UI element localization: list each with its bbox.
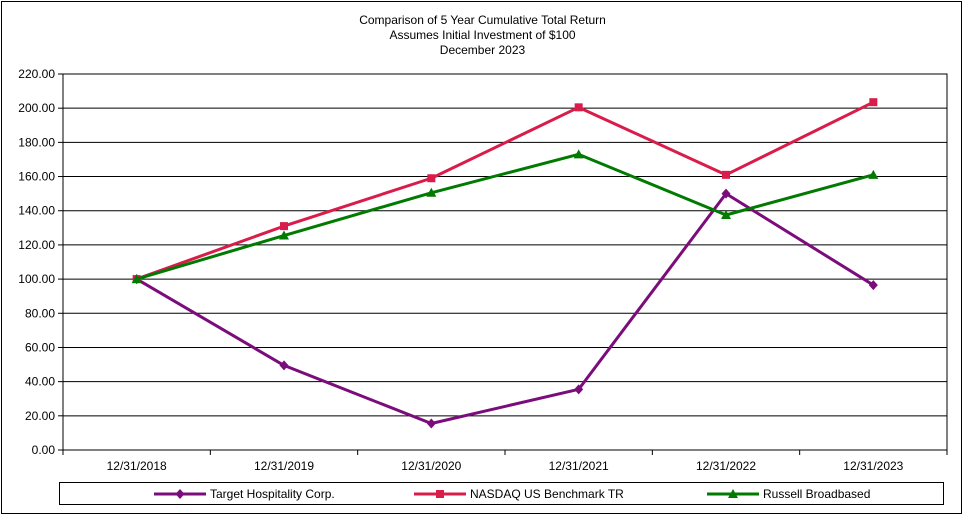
y-tick-label: 220.00: [18, 67, 55, 81]
y-tick-label: 140.00: [18, 204, 55, 218]
series-2: [131, 149, 879, 284]
x-tick-label: 12/31/2022: [696, 459, 756, 473]
x-tick-label: 12/31/2023: [843, 459, 903, 473]
data-point: [279, 360, 289, 371]
data-point: [722, 170, 730, 179]
legend-item-nasdaq: NASDAQ US Benchmark TR: [412, 483, 624, 504]
chart-subtitle-line: Assumes Initial Investment of $100: [389, 28, 576, 42]
data-point: [574, 103, 583, 112]
y-tick-label: 100.00: [18, 272, 55, 286]
data-point: [426, 418, 436, 429]
y-tick-label: 160.00: [18, 170, 55, 184]
chart-title-line: Comparison of 5 Year Cumulative Total Re…: [359, 13, 606, 27]
x-tick-label: 12/31/2020: [401, 459, 461, 473]
x-tick-label: 12/31/2018: [107, 459, 167, 473]
data-point: [427, 174, 436, 183]
data-point: [573, 149, 584, 159]
legend-item-russell: Russell Broadbased: [705, 483, 870, 504]
legend-swatch-russell: [707, 488, 759, 498]
data-point: [869, 98, 878, 107]
chart-title: Comparison of 5 Year Cumulative Total Re…: [0, 13, 965, 58]
data-point: [868, 169, 879, 179]
data-point: [721, 188, 731, 199]
legend-swatch-nasdaq: [414, 489, 466, 498]
legend-marker: [728, 488, 738, 498]
data-point: [131, 274, 142, 284]
series-1: [132, 98, 878, 284]
y-tick-label: 0.00: [32, 443, 56, 457]
series-line: [135, 192, 875, 426]
legend-label-russell: Russell Broadbased: [763, 486, 871, 501]
series-line: [136, 100, 874, 281]
legend-item-target-hospitality: Target Hospitality Corp.: [152, 483, 335, 504]
y-tick-label: 180.00: [18, 135, 55, 149]
y-tick-label: 120.00: [18, 238, 55, 252]
x-tick-label: 12/31/2021: [549, 459, 609, 473]
data-point: [279, 230, 289, 240]
x-tick-label: 12/31/2019: [254, 459, 314, 473]
y-tick-label: 40.00: [25, 375, 55, 389]
legend-marker: [175, 488, 185, 499]
series-line: [136, 152, 874, 281]
data-point: [868, 280, 878, 291]
data-point: [280, 222, 288, 231]
chart-date-line: December 2023: [439, 43, 526, 57]
series-0: [132, 188, 878, 429]
legend-label-nasdaq: NASDAQ US Benchmark TR: [470, 486, 624, 501]
y-tick-label: 80.00: [25, 306, 55, 320]
y-tick-label: 20.00: [25, 409, 55, 423]
legend: Target Hospitality Corp. NASDAQ US Bench…: [59, 482, 944, 505]
data-point: [574, 384, 584, 395]
y-tick-label: 200.00: [18, 101, 55, 115]
legend-swatch-target-hospitality: [154, 488, 206, 499]
data-point: [426, 187, 437, 197]
data-point: [721, 210, 731, 219]
legend-label-target-hospitality: Target Hospitality Corp.: [210, 486, 335, 501]
y-tick-label: 60.00: [25, 340, 55, 354]
legend-marker: [436, 489, 444, 498]
